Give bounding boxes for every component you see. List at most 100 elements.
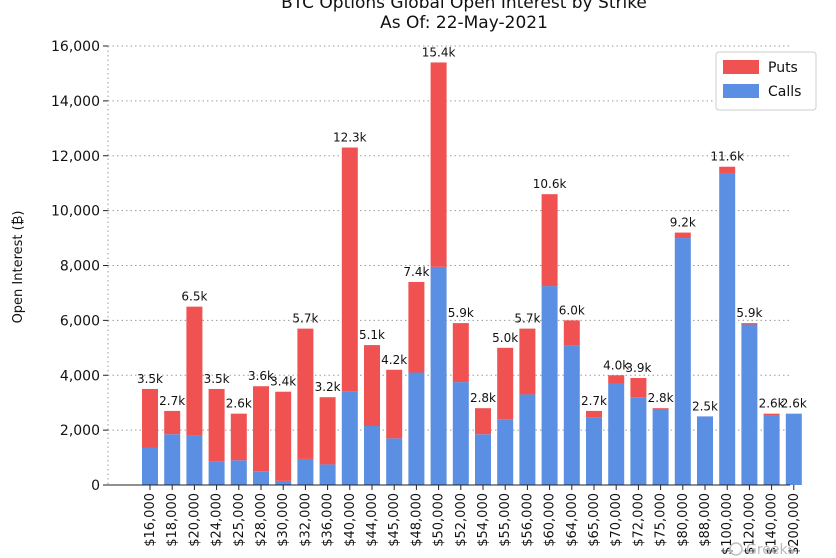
y-tick-label: 10,000 bbox=[51, 204, 100, 220]
y-tick-label: 16,000 bbox=[51, 39, 100, 55]
bar-calls bbox=[364, 426, 380, 485]
bar-puts bbox=[452, 323, 469, 383]
bar-calls bbox=[519, 394, 536, 485]
bar-puts bbox=[275, 391, 292, 481]
bar-total-label: 9.2k bbox=[670, 216, 696, 230]
chart-title: BTC Options Global Open Interest by Stri… bbox=[281, 0, 647, 13]
watermark-text: Greeks bbox=[746, 542, 795, 558]
watermark: Greeks bbox=[729, 542, 795, 558]
x-tick-label: $75,000 bbox=[654, 493, 669, 547]
y-tick-label: 14,000 bbox=[51, 94, 100, 110]
x-tick-label: $28,000 bbox=[254, 493, 269, 547]
bar-total-label: 2.7k bbox=[581, 394, 607, 408]
y-tick-label: 8,000 bbox=[60, 259, 100, 275]
bar-calls bbox=[785, 413, 802, 485]
x-tick-label: $40,000 bbox=[343, 493, 358, 547]
x-tick-label: $30,000 bbox=[276, 493, 291, 547]
bar-total-label: 5.7k bbox=[514, 312, 540, 326]
legend-calls-label: Calls bbox=[768, 84, 801, 100]
bar-total-label: 5.1k bbox=[359, 328, 385, 342]
bar-puts bbox=[364, 345, 380, 427]
watermark-icon bbox=[729, 542, 743, 556]
x-tick-label: $80,000 bbox=[676, 493, 691, 547]
bar-total-label: 7.4k bbox=[403, 265, 429, 279]
x-tick-label: $54,000 bbox=[476, 493, 491, 547]
bar-calls bbox=[719, 173, 736, 485]
bar-puts bbox=[541, 194, 558, 287]
bar-total-label: 2.6k bbox=[226, 397, 252, 411]
x-tick-label: $32,000 bbox=[298, 493, 313, 547]
bar-puts bbox=[497, 347, 514, 420]
bar-puts bbox=[253, 386, 269, 472]
bar-total-label: 2.8k bbox=[648, 391, 674, 405]
bar-puts bbox=[319, 397, 336, 465]
x-tick-label: $56,000 bbox=[520, 493, 535, 547]
y-tick-label: 12,000 bbox=[51, 149, 100, 165]
y-axis-label: Open Interest (₿) bbox=[11, 211, 26, 324]
bar-puts bbox=[386, 369, 403, 439]
bar-total-label: 3.9k bbox=[625, 361, 651, 375]
x-tick-label: $140,000 bbox=[765, 493, 780, 555]
bar-puts bbox=[142, 388, 158, 448]
bar-total-label: 2.8k bbox=[470, 391, 496, 405]
bar-calls bbox=[452, 382, 469, 485]
bar-calls bbox=[563, 345, 580, 485]
bar-total-label: 5.9k bbox=[736, 306, 762, 320]
bar-total-label: 15.4k bbox=[422, 45, 456, 59]
bar-puts bbox=[763, 413, 780, 416]
bar-calls bbox=[297, 458, 314, 485]
bar-puts bbox=[164, 410, 181, 435]
x-tick-label: $24,000 bbox=[210, 493, 225, 547]
bar-total-label: 3.2k bbox=[315, 380, 341, 394]
bar-calls bbox=[275, 480, 292, 485]
x-tick-label: $100,000 bbox=[720, 493, 735, 555]
bars bbox=[142, 62, 802, 485]
bar-calls bbox=[697, 416, 713, 485]
x-tick-label: $44,000 bbox=[365, 493, 380, 547]
bar-calls bbox=[586, 417, 602, 485]
x-tick-label: $60,000 bbox=[543, 493, 558, 547]
bar-calls bbox=[341, 391, 358, 485]
bar-total-label: 2.7k bbox=[159, 394, 185, 408]
bar-puts bbox=[741, 323, 758, 325]
bar-calls bbox=[408, 372, 425, 485]
bar-total-label: 4.2k bbox=[381, 353, 407, 367]
bar-total-label: 4.0k bbox=[603, 358, 629, 372]
bar-puts bbox=[430, 62, 447, 267]
bar-puts bbox=[563, 320, 580, 346]
bar-total-label: 2.5k bbox=[692, 399, 718, 413]
bar-total-label: 6.0k bbox=[559, 303, 585, 317]
bar-puts bbox=[341, 147, 358, 392]
bar-total-label: 12.3k bbox=[333, 131, 367, 145]
bar-puts bbox=[674, 232, 691, 239]
y-tick-label: 4,000 bbox=[60, 368, 100, 384]
bar-calls bbox=[674, 238, 691, 485]
bar-calls bbox=[763, 415, 780, 485]
bar-total-label: 2.6k bbox=[781, 397, 807, 411]
bar-total-label: 5.7k bbox=[292, 312, 318, 326]
bar-puts bbox=[519, 328, 536, 395]
bar-puts bbox=[652, 408, 669, 410]
bar-calls bbox=[475, 434, 491, 485]
x-tick-label: $36,000 bbox=[321, 493, 336, 547]
y-tick-label: 6,000 bbox=[60, 313, 100, 329]
bar-total-label: 5.9k bbox=[448, 306, 474, 320]
x-tick-label: $52,000 bbox=[454, 493, 469, 547]
bar-puts bbox=[475, 408, 491, 435]
bar-puts bbox=[186, 306, 203, 436]
bar-calls bbox=[497, 419, 514, 485]
x-tick-label: $70,000 bbox=[609, 493, 624, 547]
bar-total-labels: 3.5k 2.7k 6.5k 3.5k 2.6k 3.6k3.4k 5.7k 3.2k 12.3… bbox=[137, 45, 807, 413]
x-axis: $16,000 $18,000 $20,000 $24,000 $25,000 $28,0… bbox=[143, 485, 802, 555]
y-tick-label: 0 bbox=[91, 478, 100, 494]
bar-calls bbox=[208, 461, 225, 485]
bar-total-label: 6.5k bbox=[181, 290, 207, 304]
bar-total-label: 3.5k bbox=[204, 372, 230, 386]
bar-puts bbox=[586, 410, 602, 418]
legend-puts-swatch bbox=[723, 60, 759, 74]
bar-calls bbox=[541, 286, 558, 485]
bar-total-label: 2.6k bbox=[759, 397, 785, 411]
y-axis: 0 2,000 4,000 6,000 8,000 10,000 12,000 14,000 1… bbox=[51, 39, 790, 494]
bar-calls bbox=[630, 397, 647, 485]
